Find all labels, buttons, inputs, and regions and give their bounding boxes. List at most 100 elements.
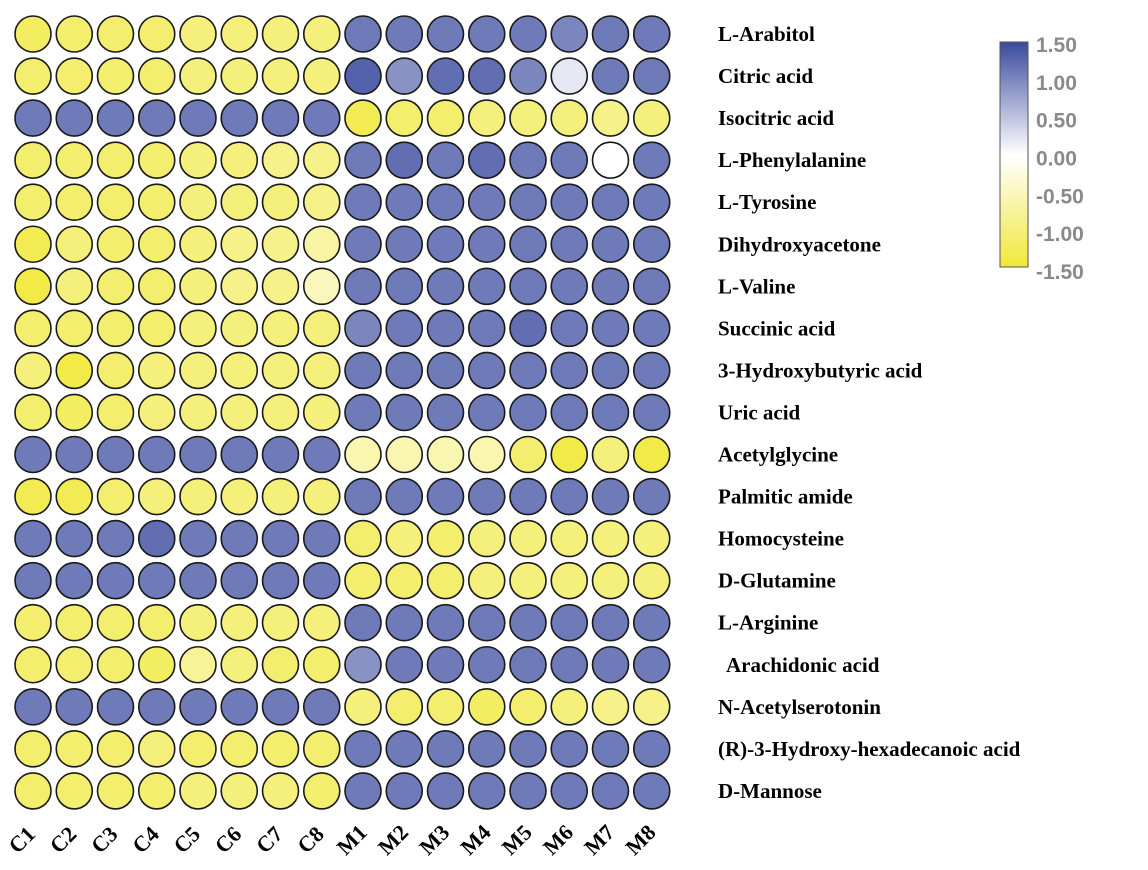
heatmap-cell-acetylglycine-c4: [137, 435, 176, 474]
heatmap-cell-acetylglycine-m3: [426, 435, 465, 474]
heatmap-cell-l-valine-c6: [220, 267, 259, 306]
heatmap-cell-l-arginine-m2: [385, 603, 424, 642]
heatmap-cell-d-glutamine-m2: [385, 561, 424, 600]
heatmap-cell-l-valine-m2: [385, 267, 424, 306]
heatmap-cell-homocysteine-c8: [302, 519, 341, 558]
heatmap-cell-citric-acid-c7: [261, 57, 300, 95]
heatmap-cell-n-acetylserotonin-m7: [591, 687, 630, 726]
heatmap-cell-succinic-acid-m4: [467, 309, 506, 348]
heatmap-cell-arachidonic-acid-c5: [179, 645, 217, 684]
heatmap-cell-dihydroxyacetone-m5: [509, 225, 547, 264]
heatmap-cell-uric-acid-c8: [302, 393, 341, 432]
column-label: C3: [86, 821, 123, 858]
heatmap-cell-uric-acid-m5: [509, 393, 547, 432]
column-label: M5: [497, 820, 537, 860]
heatmap-cell-homocysteine-m5: [509, 519, 547, 558]
heatmap-cell-l-arginine-m1: [344, 603, 382, 642]
row-label: 3-Hydroxybutyric acid: [718, 358, 923, 382]
heatmap-cell-arachidonic-acid-m6: [550, 645, 589, 684]
heatmap-cell-homocysteine-m3: [426, 519, 465, 558]
heatmap-cell--r-3-hydroxy-hexadecanoic-acid-m4: [467, 730, 506, 768]
heatmap-cell-d-glutamine-c8: [302, 561, 341, 600]
heatmap-cell-l-arginine-m6: [550, 603, 589, 642]
heatmap-cell-citric-acid-c5: [179, 57, 217, 95]
heatmap-cell-d-glutamine-m1: [344, 561, 382, 600]
heatmap-cell-n-acetylserotonin-m2: [385, 687, 424, 726]
heatmap-cell-l-phenylalanine-m7: [591, 141, 630, 179]
heatmap-cell-citric-acid-m8: [632, 57, 671, 95]
heatmap-cell-l-tyrosine-m5: [509, 183, 547, 221]
row-label: Arachidonic acid: [726, 653, 880, 677]
heatmap-cell-palmitic-amide-m1: [344, 477, 382, 516]
heatmap-cell-d-glutamine-c3: [96, 561, 135, 600]
heatmap-cell-citric-acid-m6: [550, 57, 589, 95]
heatmap-cell-arachidonic-acid-c2: [55, 645, 94, 684]
heatmap-cell-l-phenylalanine-m8: [632, 141, 671, 179]
heatmap-cell-dihydroxyacetone-c4: [137, 225, 176, 264]
row-label: N-Acetylserotonin: [718, 695, 881, 719]
heatmap-cell-uric-acid-m8: [632, 393, 671, 432]
heatmap-cell-d-mannose-c5: [179, 772, 217, 810]
row-label: Homocysteine: [718, 527, 844, 551]
heatmap-cell-homocysteine-c3: [96, 519, 135, 558]
heatmap-cell-3-hydroxybutyric-acid-c8: [302, 351, 341, 390]
heatmap-cell-isocitric-acid-c2: [55, 99, 94, 137]
heatmap-cell-acetylglycine-m6: [550, 435, 589, 474]
heatmap-cell-l-tyrosine-m4: [467, 183, 506, 221]
heatmap-cell-palmitic-amide-m3: [426, 477, 465, 516]
heatmap-cell-acetylglycine-m7: [591, 435, 630, 474]
heatmap-cell-l-valine-m4: [467, 267, 506, 306]
heatmap-cell-l-phenylalanine-c2: [55, 141, 94, 179]
heatmap-cell-l-arabitol-c3: [96, 15, 135, 53]
heatmap-cell-l-tyrosine-c3: [96, 183, 135, 221]
heatmap-cell-arachidonic-acid-c6: [220, 645, 259, 684]
heatmap-cell-l-valine-c7: [261, 267, 300, 306]
heatmap-cell-isocitric-acid-m1: [344, 99, 382, 137]
heatmap-cell-l-arginine-m5: [509, 603, 547, 642]
heatmap-cell-dihydroxyacetone-m3: [426, 225, 465, 264]
heatmap-cell-arachidonic-acid-c7: [261, 645, 300, 684]
heatmap-cell--r-3-hydroxy-hexadecanoic-acid-m2: [385, 730, 424, 768]
heatmap-cell-l-valine-m3: [426, 267, 465, 306]
row-label: L-Arabitol: [718, 22, 815, 46]
heatmap-cell-d-glutamine-c4: [137, 561, 176, 600]
heatmap-cell--r-3-hydroxy-hexadecanoic-acid-c2: [55, 730, 94, 768]
heatmap-cell-arachidonic-acid-m2: [385, 645, 424, 684]
heatmap-cell-n-acetylserotonin-m3: [426, 687, 465, 726]
row-label: L-Valine: [718, 274, 795, 298]
heatmap-cell-l-arginine-c4: [137, 603, 176, 642]
heatmap-cell-l-phenylalanine-c5: [179, 141, 217, 179]
heatmap-cell-isocitric-acid-m4: [467, 99, 506, 137]
heatmap-cell-citric-acid-m4: [467, 57, 506, 95]
heatmap-cell-l-arginine-m7: [591, 603, 630, 642]
heatmap-cell-palmitic-amide-c8: [302, 477, 341, 516]
heatmap-cell-dihydroxyacetone-m1: [344, 225, 382, 264]
heatmap-cell-arachidonic-acid-m7: [591, 645, 630, 684]
heatmap-cell-n-acetylserotonin-c1: [14, 687, 52, 726]
heatmap-cell-l-valine-m1: [344, 267, 382, 306]
heatmap-cell-d-mannose-m7: [591, 772, 630, 810]
row-label: Dihydroxyacetone: [718, 232, 881, 256]
heatmap-cell-l-arginine-c6: [220, 603, 259, 642]
heatmap-cell-arachidonic-acid-m4: [467, 645, 506, 684]
heatmap-cell-succinic-acid-c6: [220, 309, 259, 348]
heatmap-cell-homocysteine-m4: [467, 519, 506, 558]
heatmap-cell-n-acetylserotonin-c6: [220, 687, 259, 726]
heatmap-cell-isocitric-acid-c8: [302, 99, 341, 137]
heatmap-cell-uric-acid-c4: [137, 393, 176, 432]
heatmap-cell-l-phenylalanine-m6: [550, 141, 589, 179]
heatmap-cell-l-valine-c5: [179, 267, 217, 306]
heatmap-cell-l-phenylalanine-m2: [385, 141, 424, 179]
heatmap-cell-l-tyrosine-c6: [220, 183, 259, 221]
heatmap-cell-uric-acid-c5: [179, 393, 217, 432]
heatmap-cell-dihydroxyacetone-m7: [591, 225, 630, 264]
heatmap-cell-3-hydroxybutyric-acid-m8: [632, 351, 671, 390]
heatmap-cell--r-3-hydroxy-hexadecanoic-acid-m6: [550, 730, 589, 768]
heatmap-cell-3-hydroxybutyric-acid-c6: [220, 351, 259, 390]
heatmap-cell-succinic-acid-c7: [261, 309, 300, 348]
heatmap-cell-citric-acid-m5: [509, 57, 547, 95]
heatmap-cell-d-glutamine-c5: [179, 561, 217, 600]
heatmap-cell-l-arabitol-c7: [261, 15, 300, 53]
row-label: L-Phenylalanine: [718, 148, 866, 172]
heatmap-cell--r-3-hydroxy-hexadecanoic-acid-c8: [302, 730, 341, 768]
